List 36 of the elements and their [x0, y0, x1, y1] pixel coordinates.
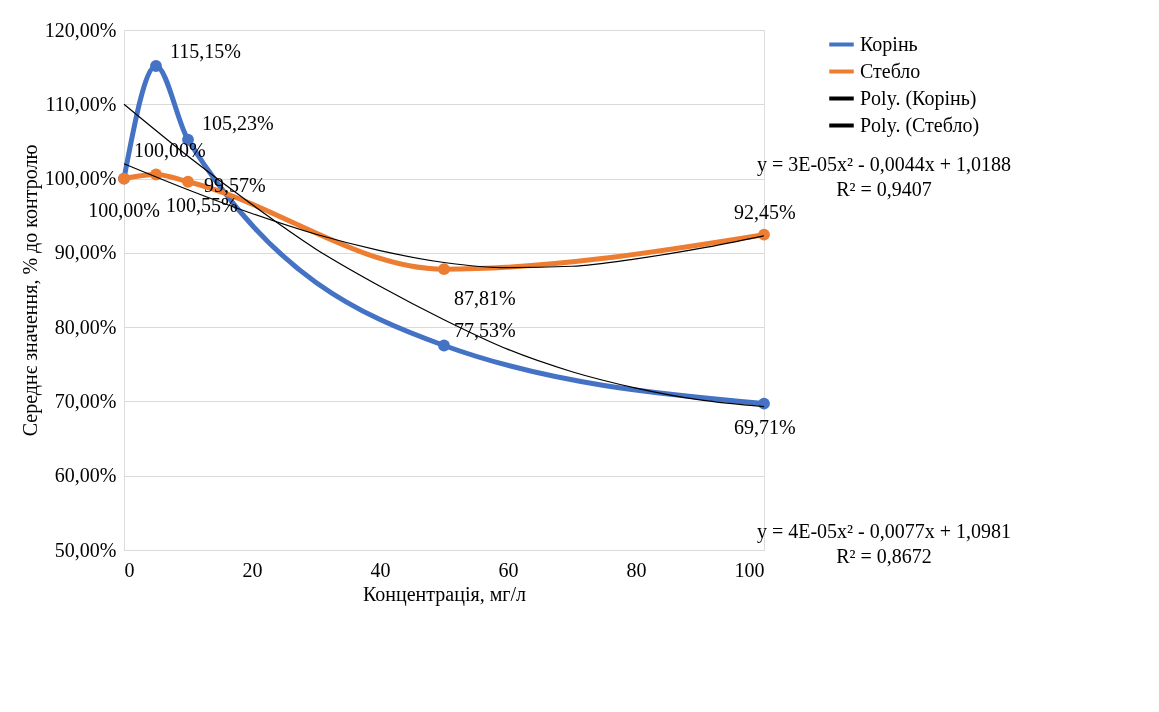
y-tick-label: 60,00%: [54, 464, 117, 487]
text: R² = 0,8672: [836, 545, 932, 567]
x-tick-label: 20: [242, 558, 263, 581]
data-label: 69,71%: [734, 415, 796, 438]
annotation: y = 4E-05x² - 0,0077x + 1,0981: [756, 520, 1012, 543]
y-tick-label: 100,00%: [44, 167, 117, 190]
x-tick-label: 100: [734, 558, 765, 581]
annotation: y = 3E-05x² - 0,0044x + 1,0188: [756, 153, 1012, 176]
y-tick-label: 50,00%: [54, 538, 117, 561]
x-tick-label: 40: [370, 558, 391, 581]
x-tick-label: 80: [626, 558, 647, 581]
point: [182, 175, 194, 188]
x-axis-title: Концентрація, мг/л: [362, 582, 527, 606]
point: [758, 228, 770, 241]
data-label: 100,00%: [88, 198, 160, 221]
y-tick-label: 80,00%: [54, 315, 117, 338]
data-label: 92,45%: [734, 200, 796, 223]
point: [438, 263, 450, 276]
x-tick-label: 60: [498, 558, 519, 581]
data-label: 115,15%: [170, 40, 241, 63]
data-label: 105,23%: [202, 111, 274, 134]
y-axis-title: Середнє значення, % до контролю: [18, 144, 42, 437]
legend-label: Стебло: [860, 59, 921, 82]
y-tick-label: 120,00%: [44, 18, 117, 41]
y-tick-label: 110,00%: [45, 92, 117, 115]
text: R² = 0,9407: [836, 178, 932, 200]
point: [438, 339, 450, 352]
data-label: 87,81%: [454, 287, 516, 310]
y-tick-label: 70,00%: [54, 389, 117, 412]
point: [758, 397, 770, 410]
legend-label: Poly. (Корінь): [860, 86, 977, 110]
legend-label: Корінь: [860, 32, 918, 56]
x-tick-label: 0: [124, 558, 135, 581]
point: [150, 60, 162, 72]
y-tick-label: 90,00%: [54, 241, 117, 264]
legend-label: Poly. (Стебло): [860, 113, 980, 137]
